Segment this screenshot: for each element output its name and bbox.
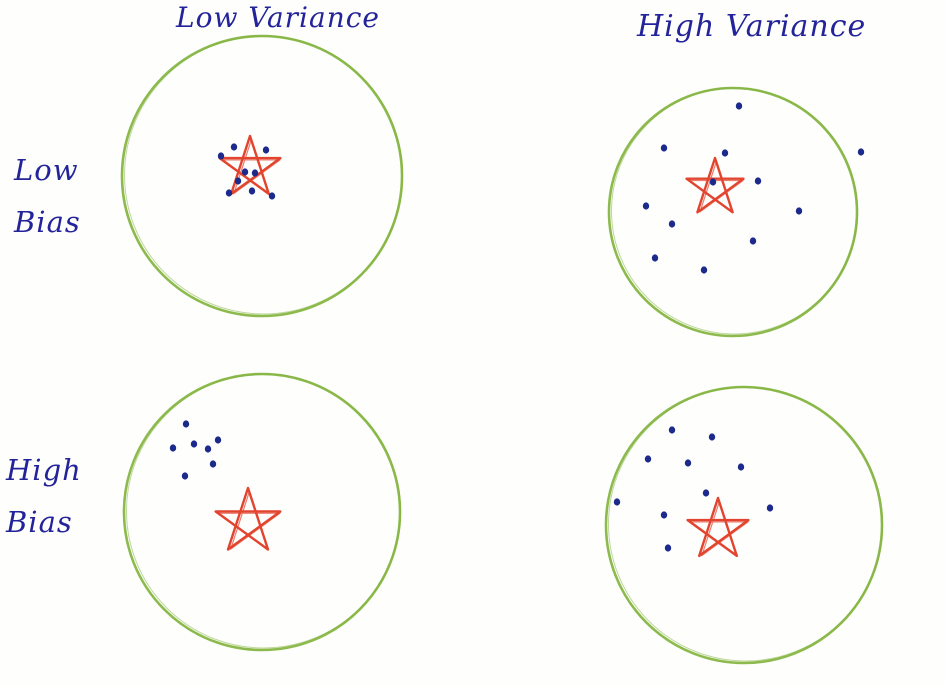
shot-dot [754, 177, 762, 185]
bullseye-star-trace-low-bias-high-variance [689, 161, 744, 213]
shot-dot [702, 489, 710, 497]
shot-dot [709, 178, 717, 186]
shot-dot [182, 420, 190, 428]
shot-dot [660, 144, 668, 152]
shot-dot [660, 511, 668, 519]
shot-dot [795, 207, 803, 215]
target-ring-trace-high-bias-low-variance [126, 373, 401, 649]
shot-dot [668, 426, 676, 434]
panel-low-bias-low-variance [120, 34, 404, 318]
shot-dot [230, 143, 238, 151]
row-label-high-bias-line-1: High [6, 453, 82, 487]
bullseye-star-trace-low-bias-low-variance [222, 139, 281, 195]
panel-low-bias-high-variance [607, 86, 865, 338]
shot-dot [642, 202, 650, 210]
bullseye-star-trace-high-bias-high-variance [690, 501, 749, 557]
shot-dot [700, 266, 708, 274]
shot-dot [664, 544, 672, 552]
shot-dot [749, 237, 757, 245]
shot-dot [766, 504, 774, 512]
shot-dot [268, 192, 276, 200]
shot-dot [684, 459, 692, 467]
shot-dot [262, 146, 270, 154]
shot-dot [613, 498, 621, 506]
row-label-high-bias: High Bias [6, 444, 82, 548]
row-label-low-bias: Low Bias [14, 144, 81, 248]
shot-dot [248, 187, 256, 195]
row-label-high-bias-line-2: Bias [6, 505, 73, 539]
shot-dot [190, 440, 198, 448]
shot-dot [181, 472, 189, 480]
shot-dot [217, 152, 225, 160]
panel-high-bias-low-variance [122, 372, 402, 652]
bullseye-star-trace-high-bias-low-variance [218, 491, 281, 550]
shot-dot [209, 460, 217, 468]
shot-dot [241, 168, 249, 176]
target-ring-trace-low-bias-high-variance [611, 87, 858, 335]
shot-dot [225, 189, 233, 197]
row-label-low-bias-line-2: Bias [14, 205, 81, 239]
target-ring-trace-high-bias-high-variance [608, 386, 883, 662]
shot-dot [735, 102, 743, 110]
column-header-low-variance: Low Variance [176, 1, 380, 34]
shot-dot [737, 463, 745, 471]
shot-dot [721, 149, 729, 157]
shot-dot [651, 254, 659, 262]
shot-dot [668, 220, 676, 228]
row-label-low-bias-line-1: Low [14, 153, 79, 187]
target-ring-trace-low-bias-low-variance [124, 35, 403, 315]
shot-dot [251, 169, 259, 177]
shot-dot [708, 433, 716, 441]
shot-dot [644, 455, 652, 463]
panel-high-bias-high-variance [604, 385, 884, 665]
column-header-high-variance: High Variance [637, 9, 867, 44]
shot-dot [204, 445, 212, 453]
shot-dot [169, 444, 177, 452]
shot-dot [857, 148, 865, 156]
shot-dot [214, 436, 222, 444]
shot-dot [234, 177, 242, 185]
